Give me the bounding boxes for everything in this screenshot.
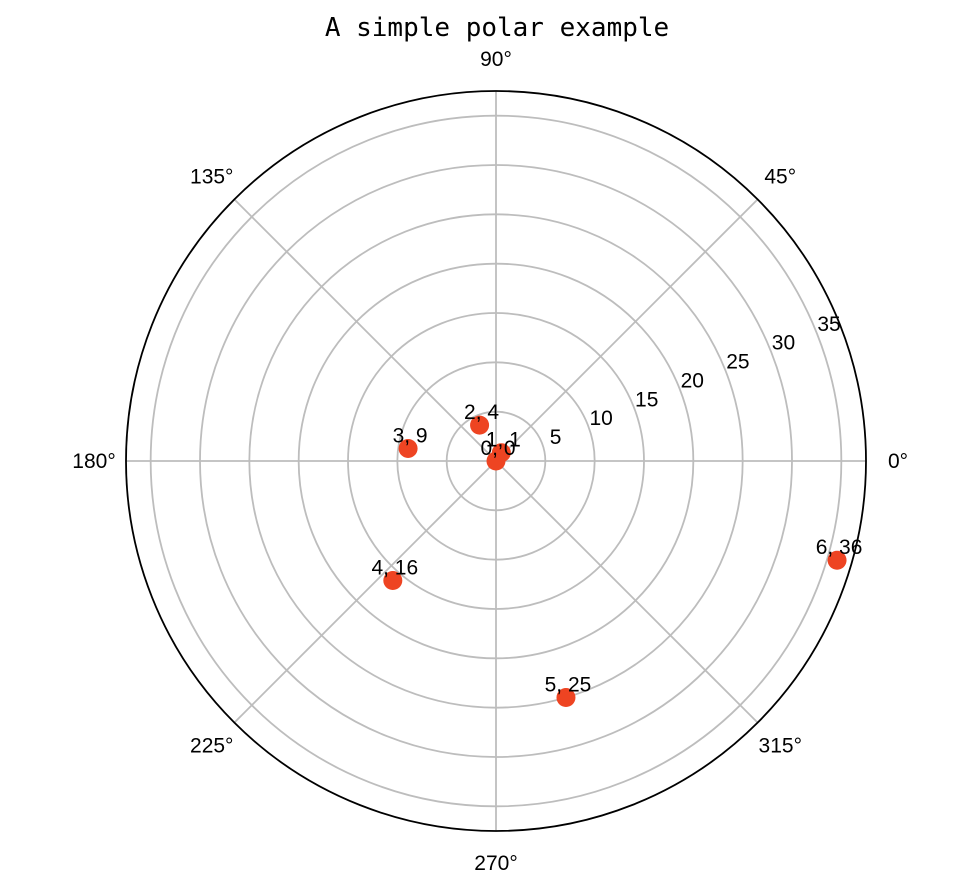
data-point: [827, 550, 847, 570]
angle-tick-label: 180°: [72, 450, 115, 473]
radial-tick-label: 20: [681, 369, 704, 392]
chart-title: A simple polar example: [325, 13, 669, 43]
radial-labels: 5 10 15 20 25 30 35: [550, 313, 841, 449]
angle-tick-label: 225°: [190, 734, 233, 757]
angle-tick-label: 135°: [190, 166, 233, 189]
angular-gridline-135: [233, 198, 497, 462]
data-point: [491, 443, 511, 463]
angle-tick-label: 0°: [888, 450, 908, 473]
radial-tick-label: 10: [589, 407, 612, 430]
radial-tick-label: 5: [550, 426, 562, 449]
polar-frame: [125, 90, 867, 832]
radial-tick-label: 30: [772, 332, 795, 355]
point-label: 1, 1: [486, 429, 521, 452]
point-label: 6, 36: [816, 536, 863, 559]
data-points: [383, 415, 847, 708]
point-label: 3, 9: [393, 424, 428, 447]
point-label: 5, 25: [545, 674, 592, 697]
data-point: [470, 415, 490, 435]
data-point: [556, 688, 576, 708]
point-label: 2, 4: [464, 401, 499, 424]
angular-gridline-45: [495, 198, 759, 462]
angle-tick-label: 315°: [759, 734, 802, 757]
data-point: [383, 570, 403, 590]
angle-tick-label: 90°: [480, 48, 512, 71]
radial-tick-label: 15: [635, 388, 658, 411]
point-labels: 0, 01, 1 2, 4 3, 9 4, 16 5, 25 6, 36: [371, 401, 862, 696]
angular-gridline-315: [495, 460, 759, 724]
data-point: [398, 438, 418, 458]
angle-tick-label: 45°: [764, 166, 796, 189]
radial-tick-label: 35: [817, 313, 840, 336]
angle-tick-label: 270°: [474, 852, 517, 875]
point-label: 4, 16: [371, 556, 418, 579]
radial-tick-label: 25: [726, 351, 749, 374]
angular-gridline-225: [233, 460, 497, 724]
grid-layer: [125, 90, 867, 832]
point-label: 0, 0: [480, 437, 515, 460]
angle-labels: 0° 45° 90° 135° 180° 225° 270° 315°: [72, 48, 908, 875]
